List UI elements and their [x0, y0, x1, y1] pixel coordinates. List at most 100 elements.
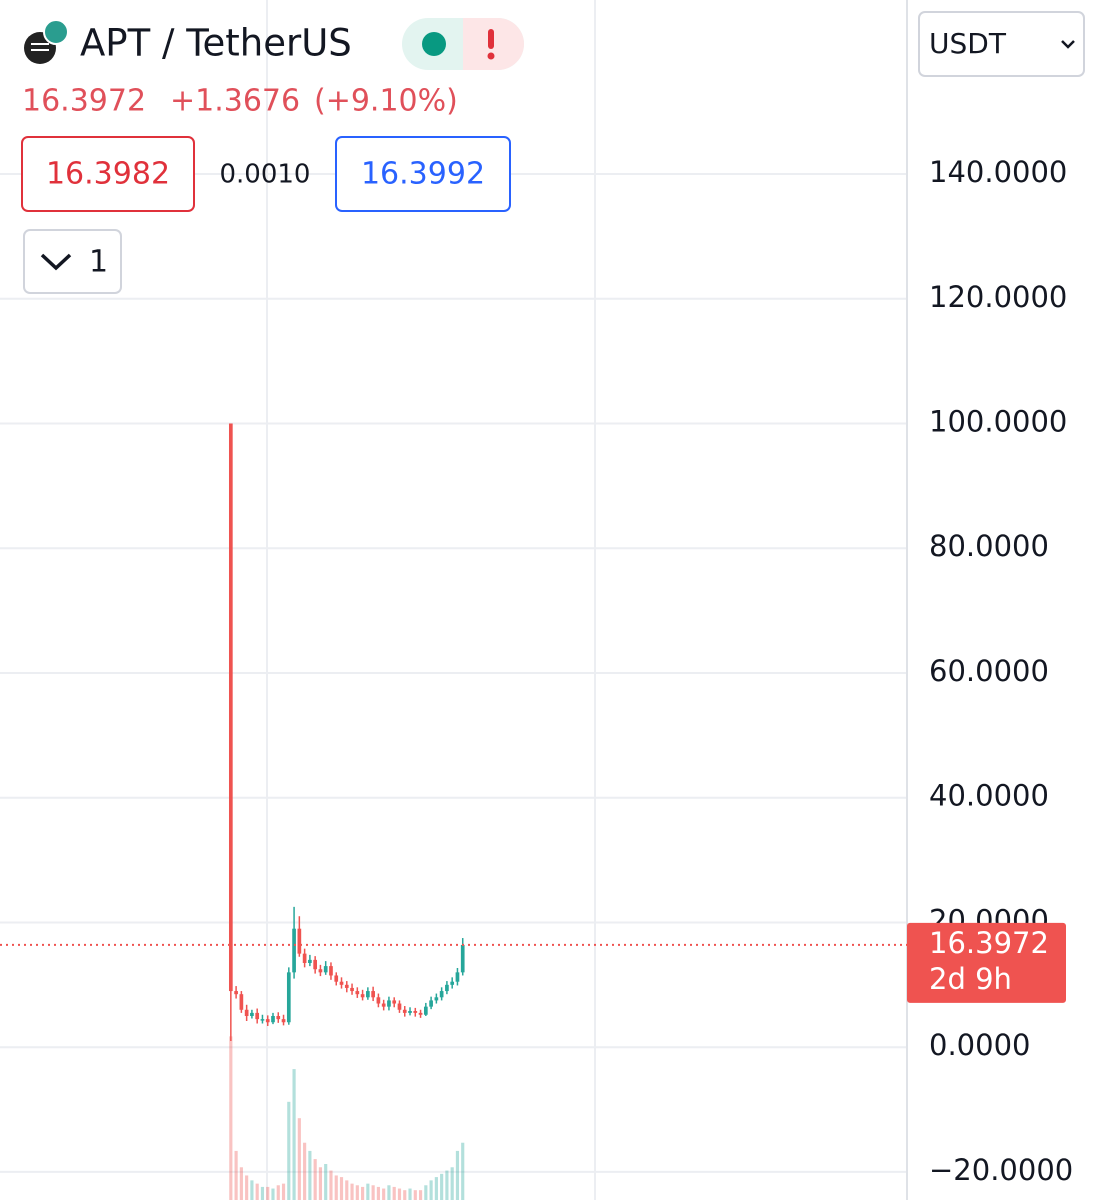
buy-button[interactable] [335, 136, 511, 212]
candle-body [286, 972, 291, 1023]
volume-bar [297, 1118, 301, 1200]
volume-bar [371, 1185, 375, 1200]
last-price: 16.3972 [22, 84, 146, 119]
currency-select[interactable] [918, 11, 1085, 77]
volume-bar [413, 1190, 417, 1200]
chevron [40, 253, 72, 271]
interval-button[interactable] [23, 229, 122, 294]
volume-bar [308, 1150, 312, 1200]
volume-bar [292, 1069, 296, 1200]
y-tick-label: 0.0000 [929, 1028, 1030, 1062]
y-tick-label: 100.0000 [929, 404, 1067, 438]
candle-body [234, 991, 238, 995]
volume-bar [455, 1150, 460, 1200]
volume-bar [440, 1173, 444, 1200]
volume-bar [434, 1177, 438, 1200]
volume-bar [355, 1185, 359, 1200]
volume-bar [229, 1036, 233, 1200]
candles [228, 423, 465, 1041]
symbol[interactable]: APT / TetherUS [80, 22, 352, 65]
volume-bar [266, 1186, 270, 1200]
volume-bar [366, 1183, 370, 1200]
volume-bar [408, 1188, 412, 1200]
volume-bar [276, 1185, 280, 1200]
y-tick-label: 40.0000 [929, 779, 1049, 813]
volume-bar [324, 1164, 328, 1200]
change-pct: (+9.10%) [314, 84, 458, 119]
candle-body [460, 944, 465, 973]
alert-icon [488, 29, 494, 49]
volume-bar [387, 1185, 391, 1200]
candle-body [302, 953, 307, 963]
y-tick-label: −20.0000 [929, 1153, 1073, 1187]
candle-body [434, 997, 439, 1001]
candle-body [260, 1019, 265, 1021]
candle-body [239, 994, 244, 1010]
candle-body [313, 959, 318, 970]
volume-bar [250, 1180, 254, 1200]
candle-body [408, 1011, 412, 1013]
candle-body [329, 966, 333, 976]
volume-bar [255, 1183, 259, 1200]
candle-body [455, 972, 460, 982]
volume-bar [392, 1186, 396, 1200]
alert-icon [487, 52, 495, 60]
y-tick-label: 140.0000 [929, 155, 1067, 189]
candle-body [323, 966, 328, 973]
volume-bar [334, 1175, 338, 1200]
candle-body [423, 1006, 428, 1015]
candle-body [281, 1019, 286, 1023]
candle-body [397, 1003, 402, 1010]
volume-bar [424, 1185, 428, 1200]
volume-bar [318, 1167, 323, 1200]
candle-body [402, 1009, 407, 1013]
candle-body [418, 1012, 423, 1015]
market-open [422, 32, 446, 56]
volume-bar [445, 1170, 449, 1200]
volume-bar [271, 1188, 275, 1200]
volume-bar [376, 1186, 380, 1200]
candle-body [445, 984, 449, 992]
volume-bar [313, 1159, 317, 1200]
candle-body [371, 991, 375, 998]
change: +1.3676 [170, 84, 300, 119]
volume-bar [303, 1142, 307, 1200]
candle-body [265, 1019, 270, 1023]
candle-body [429, 1000, 433, 1007]
candle-body [292, 928, 296, 973]
candle-body [350, 987, 354, 992]
candle-body [271, 1016, 275, 1023]
volume-bar [450, 1167, 454, 1200]
candle-body [376, 997, 381, 1004]
candle-body [360, 994, 365, 998]
countdown: 2d 9h [929, 962, 1012, 996]
volume-bar [239, 1167, 243, 1200]
quote-icon [43, 19, 69, 45]
candle-body [392, 1000, 397, 1004]
price-tag [907, 922, 1066, 1003]
candle-body [228, 423, 233, 992]
volume-bar [350, 1183, 354, 1200]
bid: 16.3982 [46, 157, 170, 192]
volume-bar [234, 1150, 238, 1200]
candle-body [366, 991, 370, 998]
candle-body [308, 959, 312, 963]
candle-body [450, 981, 455, 985]
ask: 16.3992 [361, 157, 485, 192]
candle-body [250, 1012, 254, 1017]
sell-button[interactable] [21, 136, 195, 212]
volume-bar [403, 1190, 407, 1200]
candle-body [318, 969, 323, 973]
candle-body [413, 1011, 418, 1013]
candle-body [244, 1009, 249, 1017]
candle-body [339, 981, 344, 985]
price-scale: 140.0000 120.0000 100.0000 80.0000 60.0000 40… [929, 155, 1073, 1187]
volume-bar [287, 1101, 291, 1200]
candle-body [387, 1000, 391, 1007]
volume-bar [281, 1183, 286, 1200]
volume-bar [260, 1186, 265, 1200]
spread: 0.0010 [220, 160, 311, 190]
volume-bar [429, 1180, 433, 1200]
volume-bar [329, 1170, 333, 1200]
candle-body [276, 1016, 281, 1020]
